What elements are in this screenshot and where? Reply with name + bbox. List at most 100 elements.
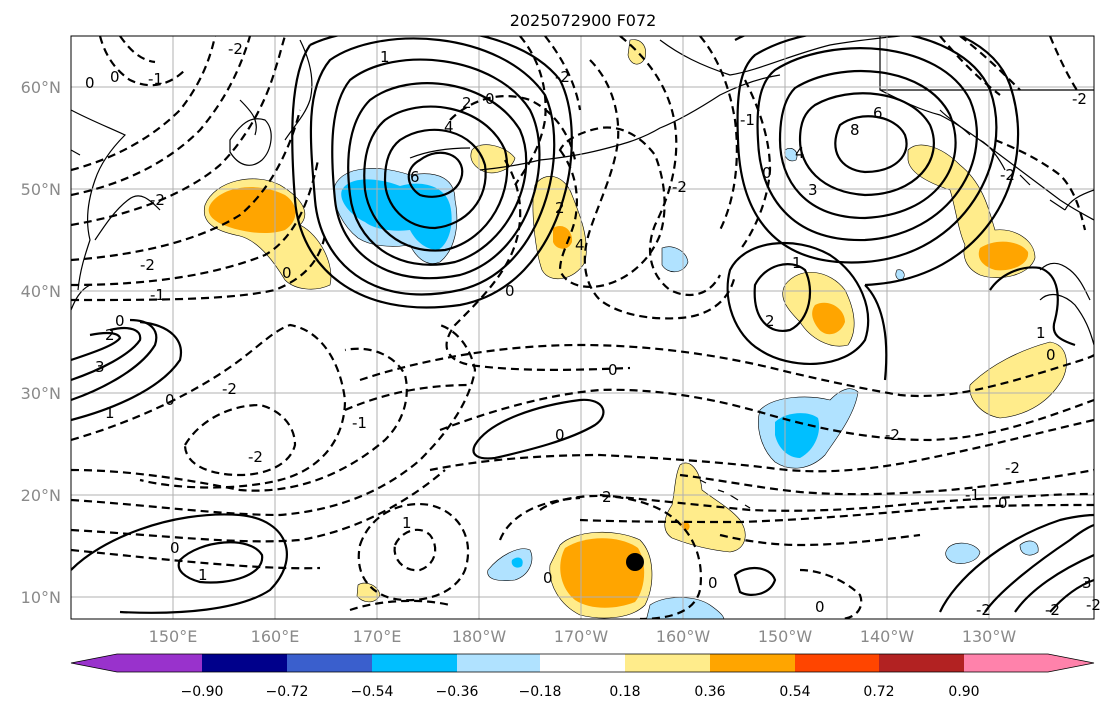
contour-label: -2	[248, 448, 263, 466]
contour-label: 6	[873, 104, 883, 122]
contour-label: -2	[228, 40, 243, 58]
colorbar-swatch	[625, 654, 710, 672]
contour-label: 0	[85, 74, 95, 92]
colorbar-tick-label: 0.36	[694, 684, 725, 700]
contour-label: -2	[885, 426, 900, 444]
contour-labels: -1 0 0 -2 -2 -1 1 2 4 6 -2 0 0 0 2 3 1 0…	[85, 40, 1101, 619]
lon-label: 160°E	[251, 627, 300, 646]
contour-label: 0	[115, 312, 125, 330]
contour-label: -2	[1072, 90, 1087, 108]
colorbar-tick-label: −0.72	[266, 684, 309, 700]
colorbar-swatch	[964, 654, 1048, 672]
colorbar-swatch	[795, 654, 879, 672]
contour-label: 1	[1036, 324, 1046, 342]
contour-label: -2	[150, 191, 165, 209]
contour-label: 2	[765, 312, 775, 330]
lat-label: 10°N	[21, 588, 61, 607]
contour-label: -1	[740, 111, 755, 129]
positive-contours	[71, 36, 1094, 614]
contour-label: -2	[140, 256, 155, 274]
colorbar: −0.90 −0.72 −0.54 −0.36 −0.18 0.18 0.36 …	[70, 653, 1095, 700]
contour-label: 0	[543, 569, 553, 587]
lon-label: 150°E	[149, 627, 198, 646]
contour-label: 0	[762, 164, 772, 182]
colorbar-tick-label: 0.72	[863, 684, 894, 700]
contour-label: 1	[198, 566, 208, 584]
cyclone-center-marker	[626, 553, 644, 571]
lon-label: 130°W	[962, 627, 1017, 646]
contour-label: 4	[444, 118, 454, 136]
contour-label: -1	[352, 414, 367, 432]
contour-label: 1	[792, 254, 802, 272]
colorbar-tick-label: 0.18	[609, 684, 640, 700]
colorbar-swatch	[540, 654, 625, 672]
contour-label: 2	[462, 94, 472, 112]
contour-label: 2	[555, 199, 565, 217]
colorbar-tick-label: −0.90	[181, 684, 224, 700]
lon-label: 170°W	[554, 627, 609, 646]
colorbar-swatch	[457, 654, 540, 672]
contour-label: 6	[410, 168, 420, 186]
colorbar-tick-label: 0.90	[948, 684, 979, 700]
map-frame	[71, 36, 1094, 619]
lon-label: 170°E	[353, 627, 402, 646]
contour-label: 0	[708, 574, 718, 592]
contour-label: -2	[555, 68, 570, 86]
contour-label: -1	[148, 70, 163, 88]
contour-label: 2	[602, 488, 612, 506]
contour-label: 1	[380, 48, 390, 66]
lon-label: 150°W	[758, 627, 813, 646]
contour-label: -2	[672, 178, 687, 196]
contour-label: 0	[170, 539, 180, 557]
lat-label: 30°N	[21, 384, 61, 403]
contour-label: 0	[282, 264, 292, 282]
contour-label: -2	[976, 601, 991, 619]
colorbar-high-extension	[1048, 654, 1094, 672]
lat-label: 40°N	[21, 282, 61, 301]
contour-label: 1	[105, 404, 115, 422]
contour-label: 4	[795, 144, 805, 162]
contour-label: -2	[1045, 601, 1060, 619]
contour-label: 3	[95, 358, 105, 376]
colorbar-swatch	[202, 654, 287, 672]
negative-contours	[71, 36, 1094, 619]
contour-label: 0	[555, 426, 565, 444]
contour-label: -2	[1086, 596, 1101, 614]
contour-label: 0	[1046, 346, 1056, 364]
lat-label: 50°N	[21, 180, 61, 199]
contour-label: 0	[608, 361, 618, 379]
colorbar-swatch	[372, 654, 457, 672]
contour-label: 3	[808, 181, 818, 199]
contour-label: 1	[402, 514, 412, 532]
contour-label: 8	[850, 121, 860, 139]
map-border	[70, 35, 1095, 620]
contour-label: -1	[965, 486, 980, 504]
contour-label: 0	[815, 598, 825, 616]
colorbar-swatch	[117, 654, 202, 672]
lon-label: 160°W	[656, 627, 711, 646]
contour-label: 3	[1082, 574, 1092, 592]
lat-label: 60°N	[21, 78, 61, 97]
colorbar-tick-label: 0.54	[779, 684, 810, 700]
contour-label: 4	[575, 236, 585, 254]
colorbar-tick-label: −0.36	[436, 684, 479, 700]
contour-label: 0	[110, 68, 120, 86]
lat-label: 20°N	[21, 486, 61, 505]
colorbar-low-extension	[71, 654, 117, 672]
coastlines	[71, 36, 1094, 509]
contour-label: 2	[105, 326, 115, 344]
contour-label: 0	[485, 90, 495, 108]
contour-label: 0	[998, 494, 1008, 512]
contour-label: -2	[1005, 459, 1020, 477]
contour-label: -2	[1000, 166, 1015, 184]
longitude-labels: 150°E 160°E 170°E 180°W 170°W 160°W 150°…	[149, 627, 1017, 646]
graticule	[71, 36, 1094, 619]
latitude-labels: 60°N 50°N 40°N 30°N 20°N 10°N	[21, 78, 61, 607]
lon-label: 180°W	[452, 627, 507, 646]
contour-label: 0	[505, 282, 515, 300]
colorbar-swatch	[879, 654, 964, 672]
colorbar-swatch	[287, 654, 372, 672]
lon-label: 140°W	[860, 627, 915, 646]
contour-label: -1	[150, 286, 165, 304]
